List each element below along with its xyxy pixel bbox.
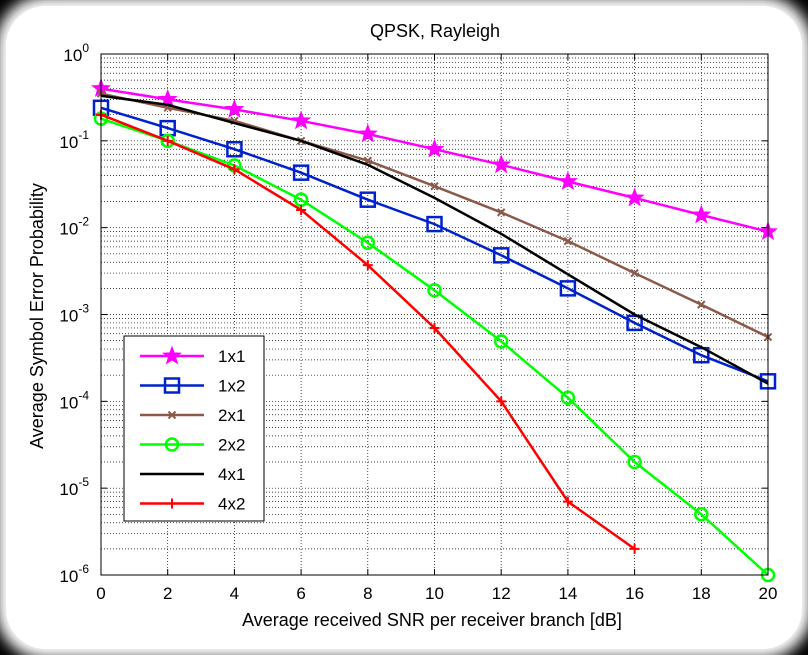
data-point [229, 164, 240, 175]
x-tick-label: 4 [230, 584, 239, 603]
x-axis-label: Average received SNR per receiver branch… [242, 610, 622, 630]
y-tick-label: 100 [63, 41, 89, 65]
data-point [424, 138, 445, 158]
legend-item: 2x1 [140, 406, 245, 425]
data-point [697, 300, 706, 309]
x-tick-label: 10 [425, 584, 444, 603]
legend-label: 2x2 [218, 436, 245, 455]
data-point [630, 268, 639, 278]
legend-box [123, 335, 265, 522]
data-point [162, 135, 173, 146]
x-tick-label: 6 [296, 584, 305, 603]
legend-label: 2x1 [218, 406, 245, 425]
data-point [559, 280, 577, 297]
data-point [492, 247, 510, 264]
data-point [694, 507, 709, 522]
x-tick-label: 18 [692, 584, 711, 603]
x-tick-label: 20 [759, 584, 778, 603]
legend-item: 1x1 [140, 345, 245, 366]
data-point [359, 191, 377, 208]
x-tick-label: 14 [558, 584, 577, 603]
data-point [427, 283, 442, 298]
x-tick-label: 12 [492, 584, 511, 603]
legend-item: 1x2 [140, 377, 245, 396]
data-point [360, 235, 376, 251]
data-point [292, 164, 310, 181]
data-point [157, 88, 178, 108]
data-point [162, 345, 182, 365]
data-point [357, 123, 378, 143]
series-line [100, 106, 769, 383]
data-point [626, 314, 643, 332]
data-point [629, 543, 640, 554]
y-tick-label: 10-5 [59, 475, 89, 499]
data-point [362, 260, 373, 271]
data-point [167, 498, 177, 509]
y-tick-label: 10-1 [59, 128, 89, 152]
data-point [296, 204, 307, 215]
legend-label: 4x2 [218, 495, 245, 514]
legend-item: 4x2 [140, 495, 245, 514]
data-point [160, 133, 175, 149]
y-tick-label: 10-2 [59, 215, 89, 239]
legend-label: 1x2 [218, 377, 245, 396]
x-tick-label: 8 [363, 584, 372, 603]
y-tick-label: 10-3 [59, 302, 89, 326]
y-tick-label: 10-6 [59, 562, 89, 586]
axis-ticks: 0 2 4 6 8 10 12 14 16 18 20 100 10-1 10-2 10-3 10-4 10-5… [59, 41, 777, 603]
y-tick-label: 10-4 [59, 388, 89, 412]
x-tick-label: 2 [163, 584, 172, 603]
legend-item: 4x1 [140, 465, 245, 484]
data-point [560, 390, 576, 405]
data-point [164, 437, 180, 452]
data-point [557, 171, 578, 190]
data-point [167, 410, 177, 420]
data-point [226, 140, 243, 158]
data-point [163, 377, 181, 394]
x-tick-label: 0 [96, 584, 105, 603]
data-point [430, 182, 439, 191]
series-4x1 [100, 94, 769, 385]
data-point [563, 236, 573, 246]
legend-label: 1x1 [218, 347, 245, 366]
data-point [691, 204, 712, 224]
series-line [100, 94, 769, 385]
legend-label: 4x1 [218, 465, 245, 484]
data-point [224, 98, 245, 118]
data-point [496, 208, 506, 217]
data-point [426, 215, 443, 233]
series-line [100, 117, 769, 576]
legend: 1x1 1x2 2x1 2x2 4x1 4x2 [123, 335, 265, 522]
x-tick-label: 16 [625, 584, 644, 603]
legend-item: 2x2 [140, 436, 245, 455]
data-point [491, 154, 512, 174]
y-axis-label: Average Symbol Error Probability [27, 183, 47, 449]
data-point [562, 496, 573, 507]
data-point [493, 334, 509, 349]
data-point [496, 396, 507, 407]
data-point [429, 322, 440, 333]
data-point [291, 110, 312, 130]
data-point [627, 454, 642, 470]
data-point [624, 187, 645, 207]
chart-title: QPSK, Rayleigh [370, 21, 500, 41]
series-4x2 [96, 109, 640, 554]
